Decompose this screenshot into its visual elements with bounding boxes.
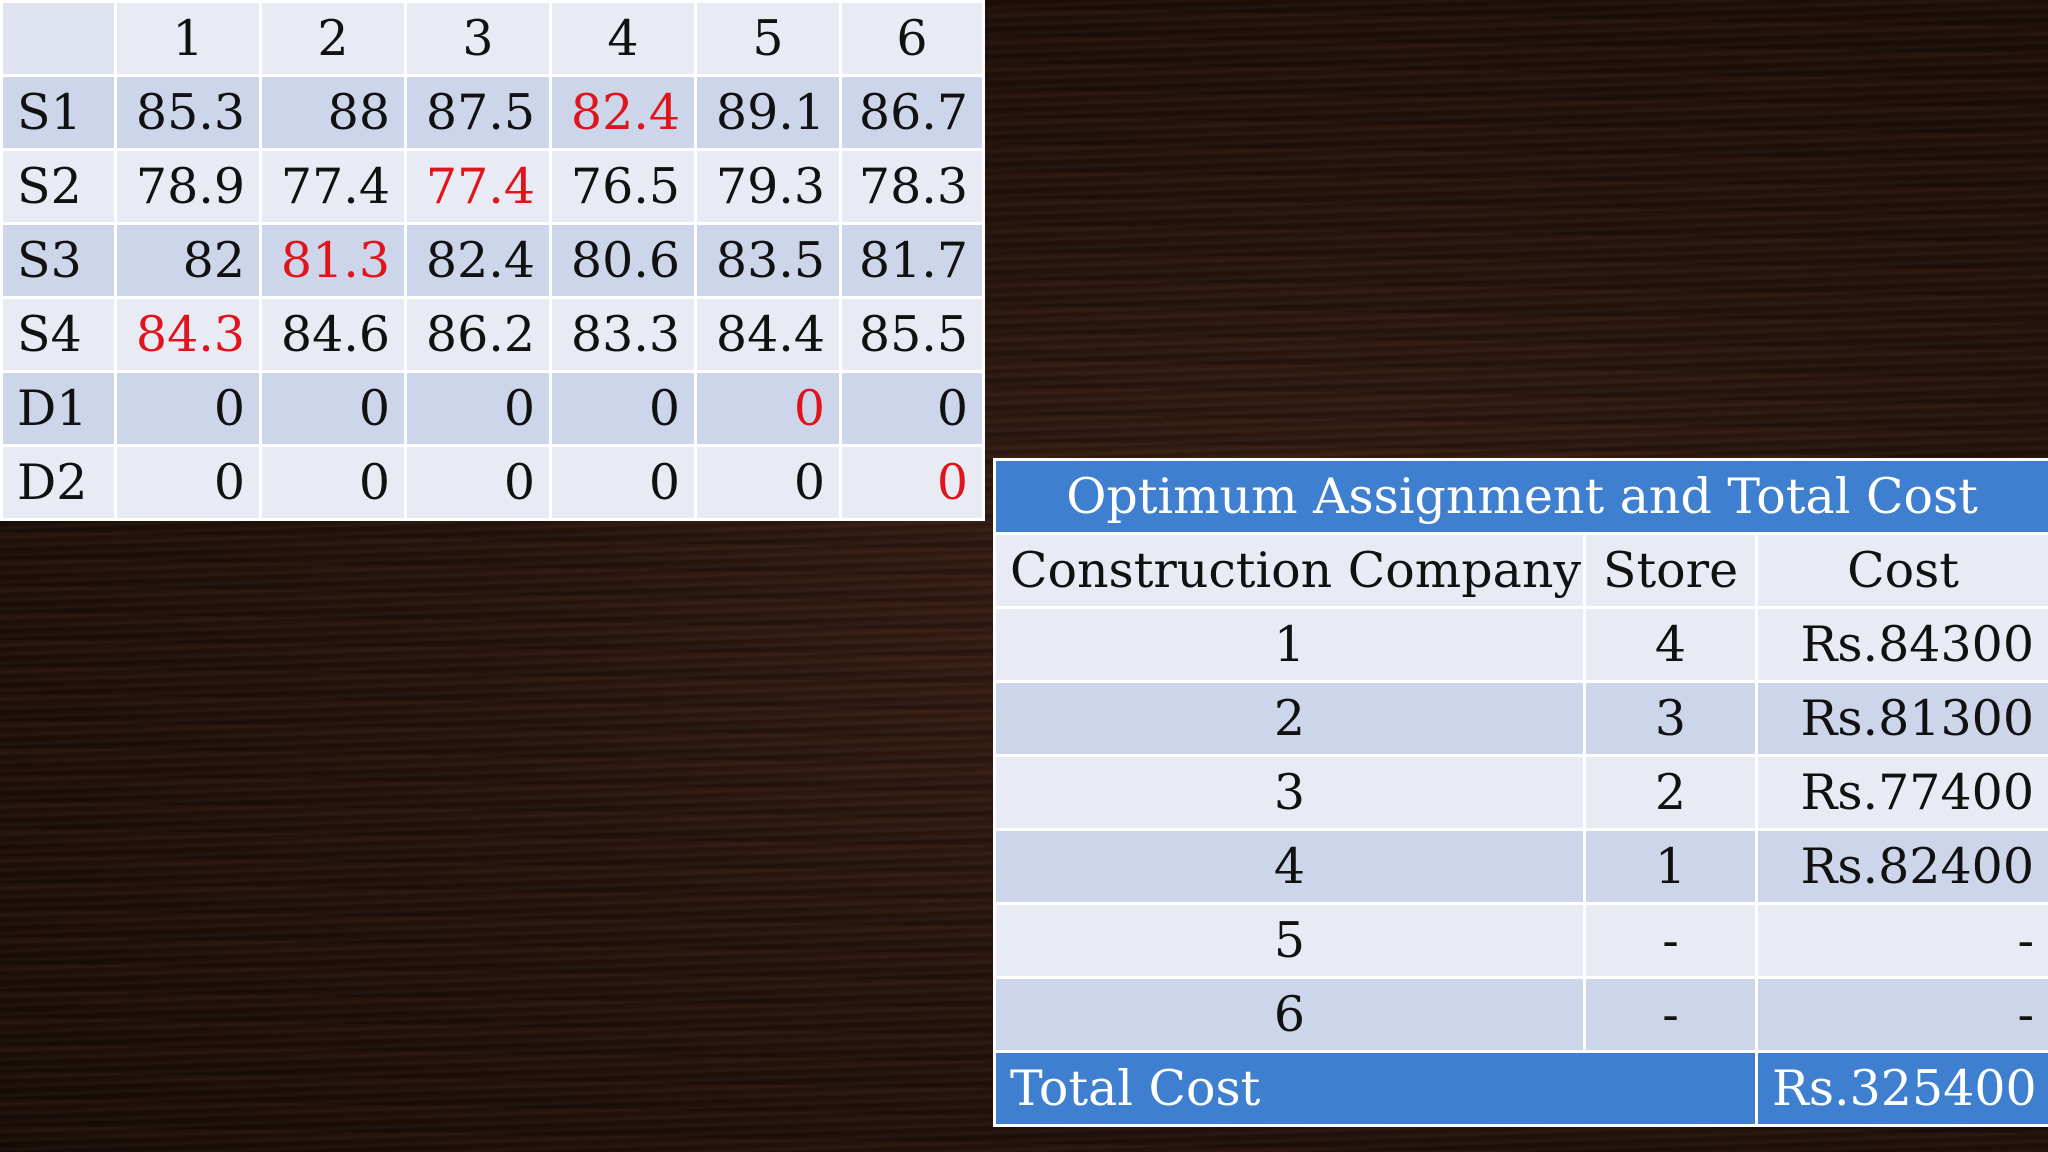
matrix-cell: 88 <box>259 74 407 151</box>
matrix-cell: 83.5 <box>694 222 842 299</box>
matrix-cell: 82 <box>114 222 262 299</box>
row-header: S1 <box>0 74 117 151</box>
matrix-cell: 0 <box>404 370 552 447</box>
cost-matrix-corner <box>0 0 117 77</box>
company-cell: 5 <box>993 902 1586 979</box>
matrix-cell: 81.7 <box>839 222 985 299</box>
matrix-cell: 0 <box>694 444 842 521</box>
matrix-cell: 84.4 <box>694 296 842 373</box>
matrix-cell: 78.3 <box>839 148 985 225</box>
row-header: S2 <box>0 148 117 225</box>
cost-matrix-row: D1 0 0 0 0 0 0 <box>0 370 985 447</box>
row-header: D1 <box>0 370 117 447</box>
matrix-cell: 0 <box>114 444 262 521</box>
matrix-cell: 84.6 <box>259 296 407 373</box>
matrix-cell: 0 <box>259 444 407 521</box>
matrix-cell: 86.7 <box>839 74 985 151</box>
total-cost-label: Total Cost <box>993 1050 1758 1127</box>
result-row: 2 3 Rs.81300 <box>993 680 2048 757</box>
result-title-row: Optimum Assignment and Total Cost <box>993 458 2048 535</box>
company-cell: 3 <box>993 754 1586 831</box>
cost-matrix-row: S1 85.3 88 87.5 82.4 89.1 86.7 <box>0 74 985 151</box>
matrix-cell: 77.4 <box>259 148 407 225</box>
matrix-cell: 82.4 <box>549 74 697 151</box>
matrix-cell: 0 <box>549 444 697 521</box>
result-row: 5 - - <box>993 902 2048 979</box>
matrix-cell: 79.3 <box>694 148 842 225</box>
company-cell: 6 <box>993 976 1586 1053</box>
header-store: Store <box>1583 532 1758 609</box>
matrix-cell: 0 <box>404 444 552 521</box>
matrix-cell: 0 <box>549 370 697 447</box>
cost-matrix-row: S2 78.9 77.4 77.4 76.5 79.3 78.3 <box>0 148 985 225</box>
row-header: S4 <box>0 296 117 373</box>
matrix-cell: 85.5 <box>839 296 985 373</box>
store-cell: - <box>1583 976 1758 1053</box>
store-cell: 4 <box>1583 606 1758 683</box>
store-cell: - <box>1583 902 1758 979</box>
store-cell: 1 <box>1583 828 1758 905</box>
result-row: 6 - - <box>993 976 2048 1053</box>
cost-cell: - <box>1755 976 2048 1053</box>
company-cell: 2 <box>993 680 1586 757</box>
cost-matrix-row: S4 84.3 84.6 86.2 83.3 84.4 85.5 <box>0 296 985 373</box>
cost-cell: Rs.84300 <box>1755 606 2048 683</box>
row-header: S3 <box>0 222 117 299</box>
result-row: 3 2 Rs.77400 <box>993 754 2048 831</box>
matrix-cell: 77.4 <box>404 148 552 225</box>
result-header-row: Construction Company Store Cost <box>993 532 2048 609</box>
matrix-cell: 80.6 <box>549 222 697 299</box>
store-cell: 2 <box>1583 754 1758 831</box>
matrix-cell: 0 <box>114 370 262 447</box>
company-cell: 1 <box>993 606 1586 683</box>
cost-cell: Rs.82400 <box>1755 828 2048 905</box>
column-header: 5 <box>694 0 842 77</box>
column-header: 2 <box>259 0 407 77</box>
cost-cell: - <box>1755 902 2048 979</box>
matrix-cell: 76.5 <box>549 148 697 225</box>
matrix-cell: 86.2 <box>404 296 552 373</box>
matrix-cell: 82.4 <box>404 222 552 299</box>
row-header: D2 <box>0 444 117 521</box>
matrix-cell: 0 <box>259 370 407 447</box>
result-title: Optimum Assignment and Total Cost <box>993 458 2048 535</box>
column-header: 4 <box>549 0 697 77</box>
matrix-cell: 0 <box>694 370 842 447</box>
matrix-cell: 84.3 <box>114 296 262 373</box>
total-row: Total Cost Rs.325400 <box>993 1050 2048 1127</box>
cost-matrix-row: S3 82 81.3 82.4 80.6 83.5 81.7 <box>0 222 985 299</box>
header-construction-company: Construction Company <box>993 532 1586 609</box>
cost-cell: Rs.77400 <box>1755 754 2048 831</box>
company-cell: 4 <box>993 828 1586 905</box>
matrix-cell: 83.3 <box>549 296 697 373</box>
matrix-cell: 81.3 <box>259 222 407 299</box>
column-header: 1 <box>114 0 262 77</box>
total-cost-value: Rs.325400 <box>1755 1050 2048 1127</box>
matrix-cell: 0 <box>839 370 985 447</box>
matrix-cell: 87.5 <box>404 74 552 151</box>
cost-matrix-header-row: 1 2 3 4 5 6 <box>0 0 985 77</box>
column-header: 6 <box>839 0 985 77</box>
optimum-assignment-table: Optimum Assignment and Total Cost Constr… <box>993 458 2048 1127</box>
store-cell: 3 <box>1583 680 1758 757</box>
matrix-cell: 85.3 <box>114 74 262 151</box>
cost-cell: Rs.81300 <box>1755 680 2048 757</box>
header-cost: Cost <box>1755 532 2048 609</box>
result-row: 1 4 Rs.84300 <box>993 606 2048 683</box>
cost-matrix-table: 1 2 3 4 5 6 S1 85.3 88 87.5 82.4 89.1 86… <box>0 0 985 521</box>
matrix-cell: 78.9 <box>114 148 262 225</box>
matrix-cell: 89.1 <box>694 74 842 151</box>
matrix-cell: 0 <box>839 444 985 521</box>
result-row: 4 1 Rs.82400 <box>993 828 2048 905</box>
column-header: 3 <box>404 0 552 77</box>
cost-matrix-row: D2 0 0 0 0 0 0 <box>0 444 985 521</box>
